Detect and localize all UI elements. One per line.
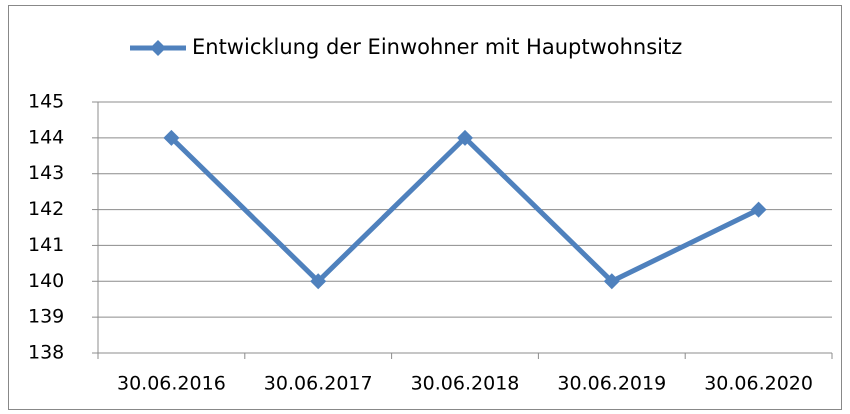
data-point [163,129,180,146]
y-tick-label: 140 [28,270,64,292]
data-point [750,201,767,218]
data-point [310,273,327,290]
y-tick-label: 141 [28,234,64,256]
x-tick-label: 30.06.2019 [557,373,666,395]
x-tick-label: 30.06.2017 [264,373,373,395]
data-point [457,129,473,146]
y-tick-label: 143 [28,162,64,184]
y-tick-label: 142 [28,198,64,220]
legend-marker [150,40,166,56]
data-point [603,273,620,290]
legend-label: Entwicklung der Einwohner mit Hauptwohns… [192,35,682,59]
y-tick-label: 139 [28,306,64,328]
y-tick-label: 144 [28,126,64,148]
y-tick-label: 145 [28,91,64,113]
x-tick-label: 30.06.2016 [117,373,226,395]
y-tick-label: 138 [28,342,64,364]
x-tick-label: 30.06.2018 [411,373,520,395]
x-tick-label: 30.06.2020 [704,373,813,395]
chart-frame [8,5,842,410]
